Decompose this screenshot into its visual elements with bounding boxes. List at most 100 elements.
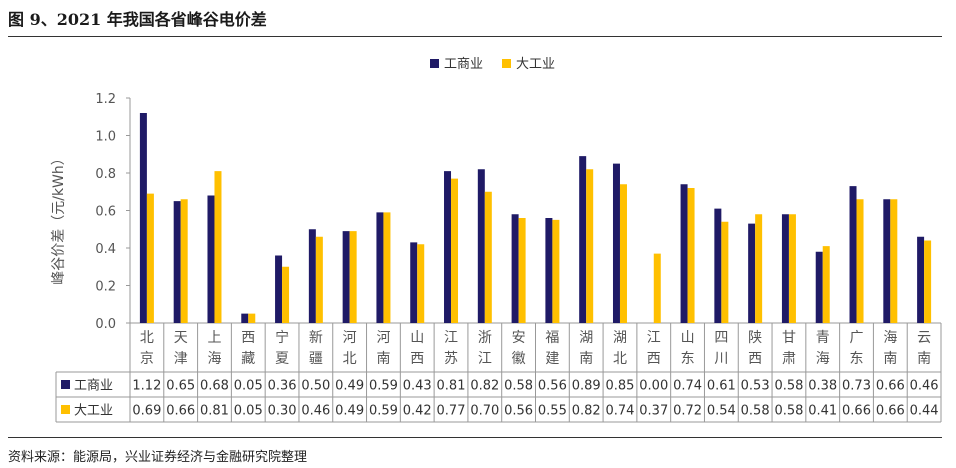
data-label-2-5: 0.30 (268, 404, 297, 419)
bar-1-21 (815, 251, 823, 323)
bar-2-14 (586, 169, 594, 323)
bar-2-23 (890, 199, 898, 323)
bar-1-6 (308, 229, 316, 323)
x-tick-label: 海 (883, 330, 897, 346)
bar-2-10 (451, 178, 459, 323)
legend-label-2: 大工业 (516, 57, 555, 72)
bars (130, 113, 941, 324)
data-label-1-19: 0.53 (741, 379, 770, 394)
table-series-name-1: 工商业 (74, 379, 113, 394)
source-rule (8, 437, 942, 438)
bar-1-14 (579, 156, 587, 323)
bar-2-3 (214, 171, 222, 323)
data-label-1-9: 0.43 (403, 379, 432, 394)
x-tick-label: 天 (174, 330, 188, 346)
x-tick-label: 津 (174, 351, 188, 367)
x-tick-label: 安 (512, 330, 526, 346)
x-tick-label: 河 (376, 330, 390, 346)
x-tick-label: 湖 (579, 330, 593, 346)
x-tick-label: 福 (545, 330, 559, 346)
bar-2-20 (788, 214, 796, 323)
data-label-1-16: 0.00 (639, 379, 668, 394)
x-tick-label: 川 (714, 351, 728, 367)
data-label-1-20: 0.58 (774, 379, 803, 394)
legend-label-1: 工商业 (444, 57, 483, 72)
bar-2-6 (315, 236, 323, 323)
bar-2-15 (619, 184, 627, 323)
x-tick-label: 河 (343, 330, 357, 346)
x-tick-label: 北 (343, 351, 357, 367)
data-label-2-9: 0.42 (403, 404, 432, 419)
y-axis-label: 峰谷价差（元/kWh） (51, 151, 67, 285)
data-label-1-3: 0.68 (200, 379, 229, 394)
table-series-name-2: 大工业 (74, 404, 113, 419)
data-label-1-23: 0.66 (876, 379, 905, 394)
x-tick-label: 山 (410, 330, 424, 346)
x-tick-label: 山 (681, 330, 695, 346)
bar-1-7 (342, 231, 350, 323)
x-tick-label: 西 (410, 351, 424, 367)
data-label-2-21: 0.41 (808, 404, 837, 419)
bar-2-8 (383, 212, 391, 323)
data-label-2-20: 0.58 (774, 404, 803, 419)
data-label-2-8: 0.59 (369, 404, 398, 419)
x-tick-label: 徽 (512, 351, 526, 367)
x-tick-label: 广 (850, 330, 864, 346)
data-label-2-13: 0.55 (538, 404, 567, 419)
data-label-2-23: 0.66 (876, 404, 905, 419)
x-tick-label: 陕 (748, 330, 762, 346)
data-label-1-11: 0.82 (470, 379, 499, 394)
x-tick-label: 夏 (275, 351, 289, 367)
bar-2-11 (484, 191, 492, 323)
data-label-1-24: 0.46 (910, 379, 939, 394)
data-label-2-4: 0.05 (234, 404, 263, 419)
data-label-2-10: 0.77 (437, 404, 466, 419)
bar-1-2 (173, 201, 181, 323)
data-label-2-6: 0.46 (301, 404, 330, 419)
x-tick-label: 藏 (241, 351, 255, 367)
bar-1-8 (376, 212, 384, 323)
x-tick-label: 北 (613, 351, 627, 367)
bar-1-12 (511, 214, 519, 323)
data-label-1-12: 0.58 (504, 379, 533, 394)
data-label-1-8: 0.59 (369, 379, 398, 394)
data-label-1-1: 1.12 (132, 379, 161, 394)
data-label-2-19: 0.58 (741, 404, 770, 419)
x-tick-label: 南 (376, 351, 390, 367)
x-tick-label: 新 (309, 330, 323, 346)
x-tick-label: 苏 (444, 351, 458, 367)
y-axis: 0.0 0.2 0.4 0.6 0.8 1.0 1.2 (95, 92, 131, 332)
bar-2-9 (417, 244, 425, 323)
legend-swatch-2 (502, 59, 511, 68)
x-tick-label: 西 (748, 351, 762, 367)
data-table: 北京天津上海西藏宁夏新疆河北河南山西江苏浙江安徽福建湖南湖北江西山东四川陕西甘肃… (55, 323, 942, 423)
bar-2-12 (518, 218, 526, 323)
data-label-1-2: 0.65 (166, 379, 195, 394)
x-tick-label: 青 (816, 330, 830, 346)
bar-2-2 (180, 199, 188, 323)
data-label-2-7: 0.49 (335, 404, 364, 419)
bar-2-19 (755, 214, 763, 323)
data-label-1-22: 0.73 (842, 379, 871, 394)
bar-1-23 (883, 199, 891, 323)
x-tick-label: 南 (917, 351, 931, 367)
title-rule (8, 36, 942, 37)
data-label-1-13: 0.56 (538, 379, 567, 394)
data-label-1-21: 0.38 (808, 379, 837, 394)
x-tick-label: 湖 (613, 330, 627, 346)
x-tick-label: 江 (647, 330, 661, 346)
data-label-2-1: 0.69 (132, 404, 161, 419)
data-label-2-14: 0.82 (572, 404, 601, 419)
bar-2-21 (822, 246, 830, 323)
x-tick-label: 北 (140, 330, 154, 346)
bar-2-1 (146, 193, 154, 323)
y-tick-label: 0.4 (95, 242, 116, 257)
x-tick-label: 建 (545, 351, 559, 367)
bar-1-3 (207, 195, 215, 323)
data-label-2-18: 0.54 (707, 404, 736, 419)
x-tick-label: 浙 (478, 330, 492, 346)
table-legend-swatch-2 (61, 405, 70, 414)
data-label-1-14: 0.89 (572, 379, 601, 394)
bar-1-13 (545, 218, 553, 323)
data-label-2-15: 0.74 (606, 404, 635, 419)
